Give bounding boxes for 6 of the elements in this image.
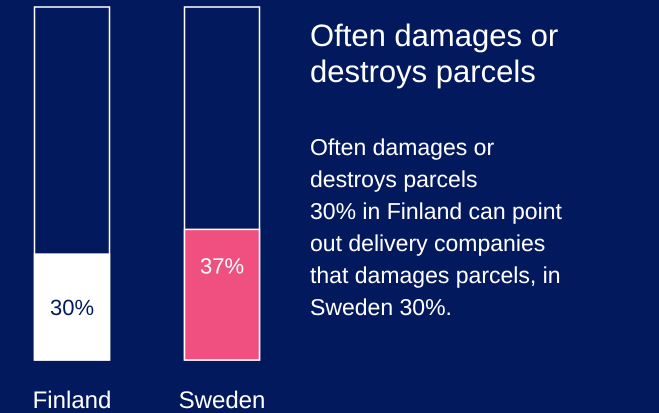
text: Often damages or destroys parcels 30% in Finland can point out delivery companies that damages parcels, in Sweden 30%. [310, 133, 563, 322]
data-label: 37% [200, 253, 244, 278]
x-tick-label: Sweden [178, 387, 266, 413]
text: Often damages or destroys parcels [310, 18, 560, 90]
x-tick-label: Finland [32, 387, 112, 413]
data-label: 30% [50, 295, 94, 320]
